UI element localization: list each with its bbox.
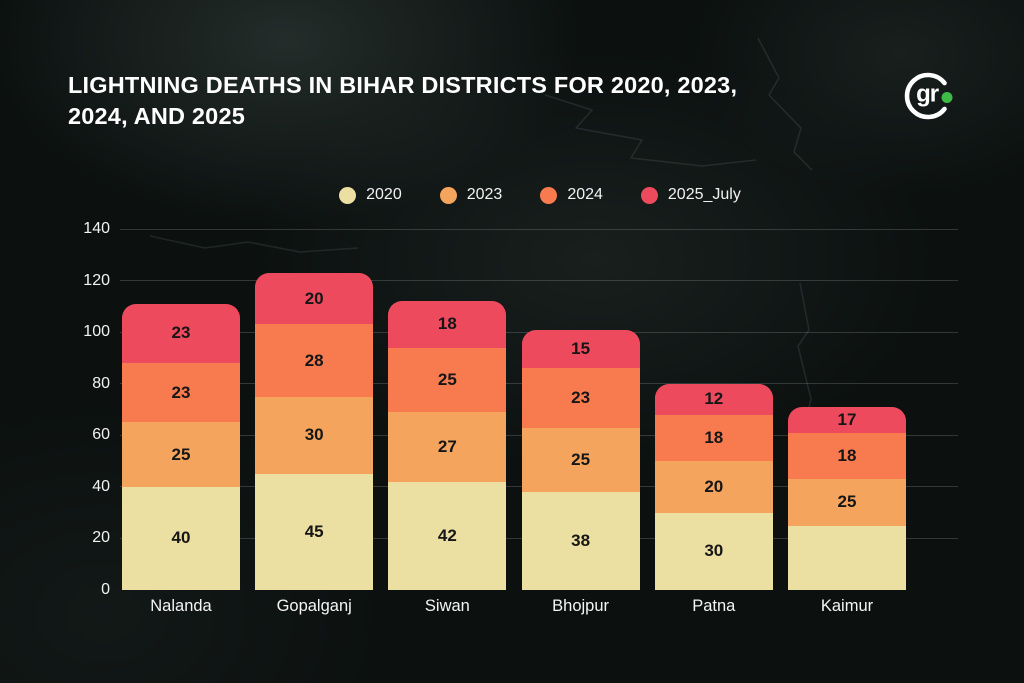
bar-segment-2024: 18 [788,432,906,480]
legend-dot-icon [439,186,457,204]
bar-segment-2023: 25 [521,427,640,493]
bar-segment-2025_July: 20 [255,272,374,325]
page-title: LIGHTNING DEATHS IN BIHAR DISTRICTS FOR … [68,72,738,129]
bar-segment-2020: 30 [654,512,773,590]
y-axis-tick-140: 140 [83,220,110,237]
legend-label: 2024 [567,186,603,203]
bar-segment-2023: 30 [255,396,374,474]
segment-value-label: 42 [437,525,457,545]
segment-value-label: 25 [437,369,457,389]
segment-value-label: 38 [571,531,591,550]
segment-value-label: 25 [837,492,857,512]
bar-segment-2025_July: 23 [122,303,240,364]
y-axis-tick-120: 120 [83,271,110,289]
segment-value-label: 23 [171,382,191,402]
segment-value-label: 25 [571,449,591,469]
legend-item-2025_July: 2025_July [640,186,741,204]
legend-label: 2020 [366,186,402,203]
bar-segment-2025_July: 15 [521,329,640,369]
segment-value-label: 18 [704,427,724,447]
bar-segment-2023: 27 [388,412,507,482]
bar-segment-2020: 40 [122,486,240,590]
y-axis-tick-20: 20 [92,529,110,547]
segment-value-label: 18 [437,314,457,334]
bar-segment-2023: 25 [122,422,240,487]
x-axis-tick-kaimur: Kaimur [820,597,874,615]
bar-segment-2024: 28 [255,324,374,397]
segment-value-label: 25 [171,444,191,464]
gridline-140 [120,228,958,230]
bar-patna: 30 20 18 12 [654,383,773,590]
segment-value-label: 23 [171,323,191,343]
legend-item-2023: 2023 [439,186,503,204]
segment-value-label: 28 [304,350,324,370]
bar-segment-2024: 23 [521,368,640,428]
x-axis-tick-nalanda: Nalanda [150,597,212,615]
segment-value-label: 18 [837,445,857,465]
bar-nalanda: 40 25 23 23 [122,303,240,590]
segment-value-label: 27 [437,436,457,456]
legend-item-2024: 2024 [540,186,603,204]
legend-dot-icon [540,186,558,204]
bar-bhojpur: 38 25 23 15 [521,329,640,590]
bar-siwan: 42 27 25 18 [388,301,507,590]
bar-segment-2024: 18 [654,414,773,462]
x-axis-tick-siwan: Siwan [424,597,470,615]
bar-segment-2020: 45 [255,473,374,590]
bar-segment-2020: 42 [388,481,507,590]
segment-value-label: 30 [704,541,724,561]
logo-green-dot [941,92,953,103]
logo-text: gr [916,80,939,108]
x-axis-tick-bhojpur: Bhojpur [552,597,610,615]
legend-label: 2025_July [667,186,741,203]
segment-value-label: 20 [704,476,724,496]
logo-ring [904,72,953,120]
bar-gopalganj: 45 30 28 20 [255,272,374,590]
bar-segment-2024: 23 [122,363,240,423]
x-axis-tick-patna: Patna [692,597,736,615]
legend-item-2020: 2020 [339,186,402,204]
segment-value-label: 17 [837,409,857,429]
y-axis-tick-0: 0 [101,581,110,598]
x-axis-tick-gopalganj: Gopalganj [276,597,352,615]
segment-value-label: 23 [571,387,591,407]
y-axis-tick-60: 60 [92,426,110,444]
bar-kaimur: 25 18 17 [788,406,906,590]
bar-segment-2025_July: 18 [388,301,507,348]
bar-segment-2025_July: 12 [654,383,773,415]
y-axis-tick-80: 80 [92,374,110,392]
segment-value-label: 12 [704,389,724,409]
segment-value-label: 15 [571,338,591,358]
bar-segment-2023: 20 [654,461,773,513]
bar-segment-2020 [788,525,906,590]
gridline-120 [120,280,958,282]
y-axis-tick-100: 100 [83,323,110,341]
segment-value-label: 20 [304,288,324,308]
segment-value-label: 30 [304,425,324,445]
legend-dot-icon [339,186,357,204]
legend-label: 2023 [466,186,503,203]
chart-legend: 2020 2023 2024 2025_July [122,186,958,204]
bar-segment-2020: 38 [521,492,640,590]
chart-plot-area: 0 20 40 60 80 100 120 140 40 25 23 23 Nalanda 45 30 28 2… [83,220,958,615]
bar-segment-2024: 25 [388,347,507,413]
brand-logo: gr [902,70,954,122]
segment-value-label: 40 [171,528,191,548]
legend-dot-icon [640,186,658,204]
bar-segment-2023: 25 [788,479,906,526]
y-axis-tick-40: 40 [92,477,110,495]
bar-segment-2025_July: 17 [788,406,906,433]
segment-value-label: 45 [304,521,324,541]
